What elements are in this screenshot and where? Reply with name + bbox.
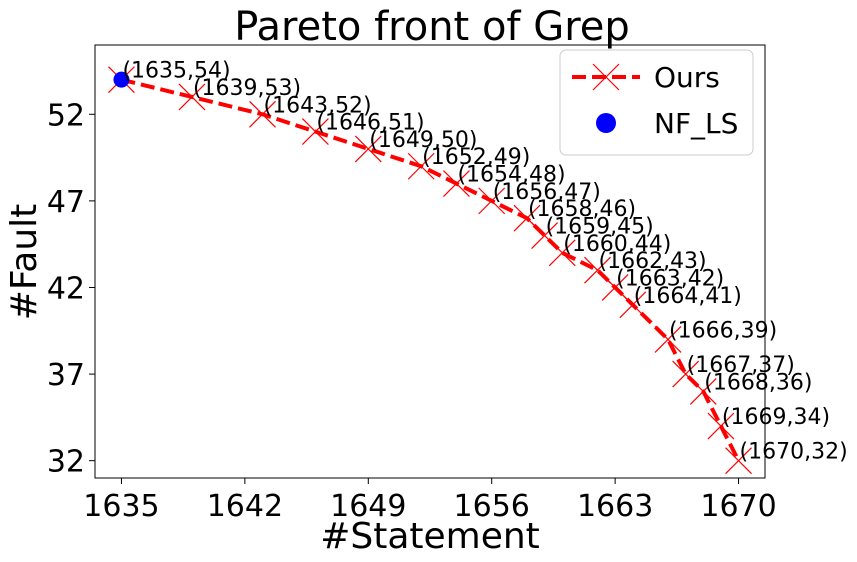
marker-stroke <box>407 152 435 180</box>
x-axis-ticks: 1635 1642 1649 1656 1663 1670 <box>83 478 777 524</box>
series-ours-marker <box>443 170 470 197</box>
x-tick-label: 1656 <box>454 489 530 524</box>
marker-stroke <box>689 377 717 405</box>
series-ours-marker <box>178 83 206 111</box>
plot-area <box>94 44 766 479</box>
point-label: (1658,46) <box>528 197 636 222</box>
legend-ours-label: Ours <box>654 61 720 94</box>
x-axis-label: #Statement <box>320 516 540 557</box>
point-label: (1669,34) <box>722 405 830 430</box>
x-tick-label: 1663 <box>577 489 653 524</box>
point-label: (1662,43) <box>599 249 707 274</box>
y-tick-label: 47 <box>47 185 85 220</box>
point-label: (1670,32) <box>740 440 848 465</box>
point-label: (1654,48) <box>457 163 565 188</box>
legend-nfls-label: NF_LS <box>654 107 738 140</box>
marker-stroke <box>707 412 735 440</box>
chart-title: Pareto front of Grep <box>234 4 630 50</box>
series-ours-marker <box>725 447 752 475</box>
legend: Ours NF_LS <box>559 49 754 156</box>
marker-stroke <box>178 83 206 111</box>
series-ours-marker <box>707 412 735 440</box>
point-label: (1646,51) <box>316 111 424 136</box>
x-tick-label: 1642 <box>207 489 283 524</box>
marker-stroke <box>584 256 611 284</box>
point-label: (1668,36) <box>704 370 812 395</box>
series-ours-marker <box>619 291 647 319</box>
x-tick-label: 1670 <box>700 489 776 524</box>
point-label: (1667,37) <box>687 353 795 378</box>
marker-stroke <box>249 100 276 128</box>
series-ours-marker <box>301 118 329 146</box>
marker-stroke <box>354 135 382 163</box>
series-ours-marker <box>548 239 576 267</box>
series-ours-marker <box>689 377 717 405</box>
point-label: (1664,41) <box>634 284 742 309</box>
y-tick-label: 32 <box>47 445 85 480</box>
marker-stroke <box>301 118 329 146</box>
y-tick-label: 42 <box>47 271 85 306</box>
y-tick-label: 52 <box>47 98 85 133</box>
series-ours-marker <box>407 152 435 180</box>
series-ours-marker <box>354 135 382 163</box>
y-axis-ticks: 32 37 42 47 52 <box>47 98 95 480</box>
marker-stroke <box>601 274 629 301</box>
marker-stroke <box>548 239 576 267</box>
point-label: (1656,47) <box>493 180 601 205</box>
y-axis-label: #Fault <box>4 204 45 321</box>
point-label: (1660,44) <box>563 232 671 257</box>
point-label: (1663,42) <box>616 266 724 291</box>
y-tick-label: 37 <box>47 358 85 393</box>
point-label: (1659,45) <box>546 215 654 240</box>
series-layer <box>108 66 752 475</box>
series-ours-marker <box>249 100 276 128</box>
legend-ours-marker <box>592 63 620 91</box>
x-tick-label: 1649 <box>330 489 406 524</box>
point-label: (1635,54) <box>122 59 230 84</box>
marker-stroke <box>619 291 647 319</box>
marker-stroke <box>443 170 470 197</box>
point-label: (1649,50) <box>369 128 477 153</box>
point-labels: (1635,54)(1639,53)(1643,52)(1646,51)(164… <box>122 59 847 465</box>
marker-stroke <box>654 326 682 353</box>
point-label: (1643,52) <box>264 93 372 118</box>
x-tick-label: 1635 <box>83 489 159 524</box>
series-ours-marker <box>654 326 682 353</box>
legend-nfls-marker <box>596 113 616 133</box>
series-nfls-point <box>113 71 130 88</box>
series-ours-marker <box>478 187 506 215</box>
marker-stroke <box>513 204 541 232</box>
point-label: (1652,49) <box>422 145 530 170</box>
marker-stroke <box>725 447 752 475</box>
point-label: (1639,53) <box>193 76 301 101</box>
marker-stroke <box>672 360 700 388</box>
marker-stroke <box>531 222 559 249</box>
point-label: (1666,39) <box>669 318 777 343</box>
marker-stroke <box>478 187 506 215</box>
